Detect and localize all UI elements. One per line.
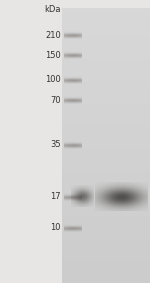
Text: 17: 17 — [50, 192, 61, 201]
Text: 10: 10 — [50, 223, 61, 232]
Text: 100: 100 — [45, 75, 61, 84]
Text: 210: 210 — [45, 31, 61, 40]
Text: 35: 35 — [50, 140, 61, 149]
Text: 150: 150 — [45, 51, 61, 60]
Text: kDa: kDa — [44, 5, 61, 14]
Text: 70: 70 — [50, 96, 61, 105]
